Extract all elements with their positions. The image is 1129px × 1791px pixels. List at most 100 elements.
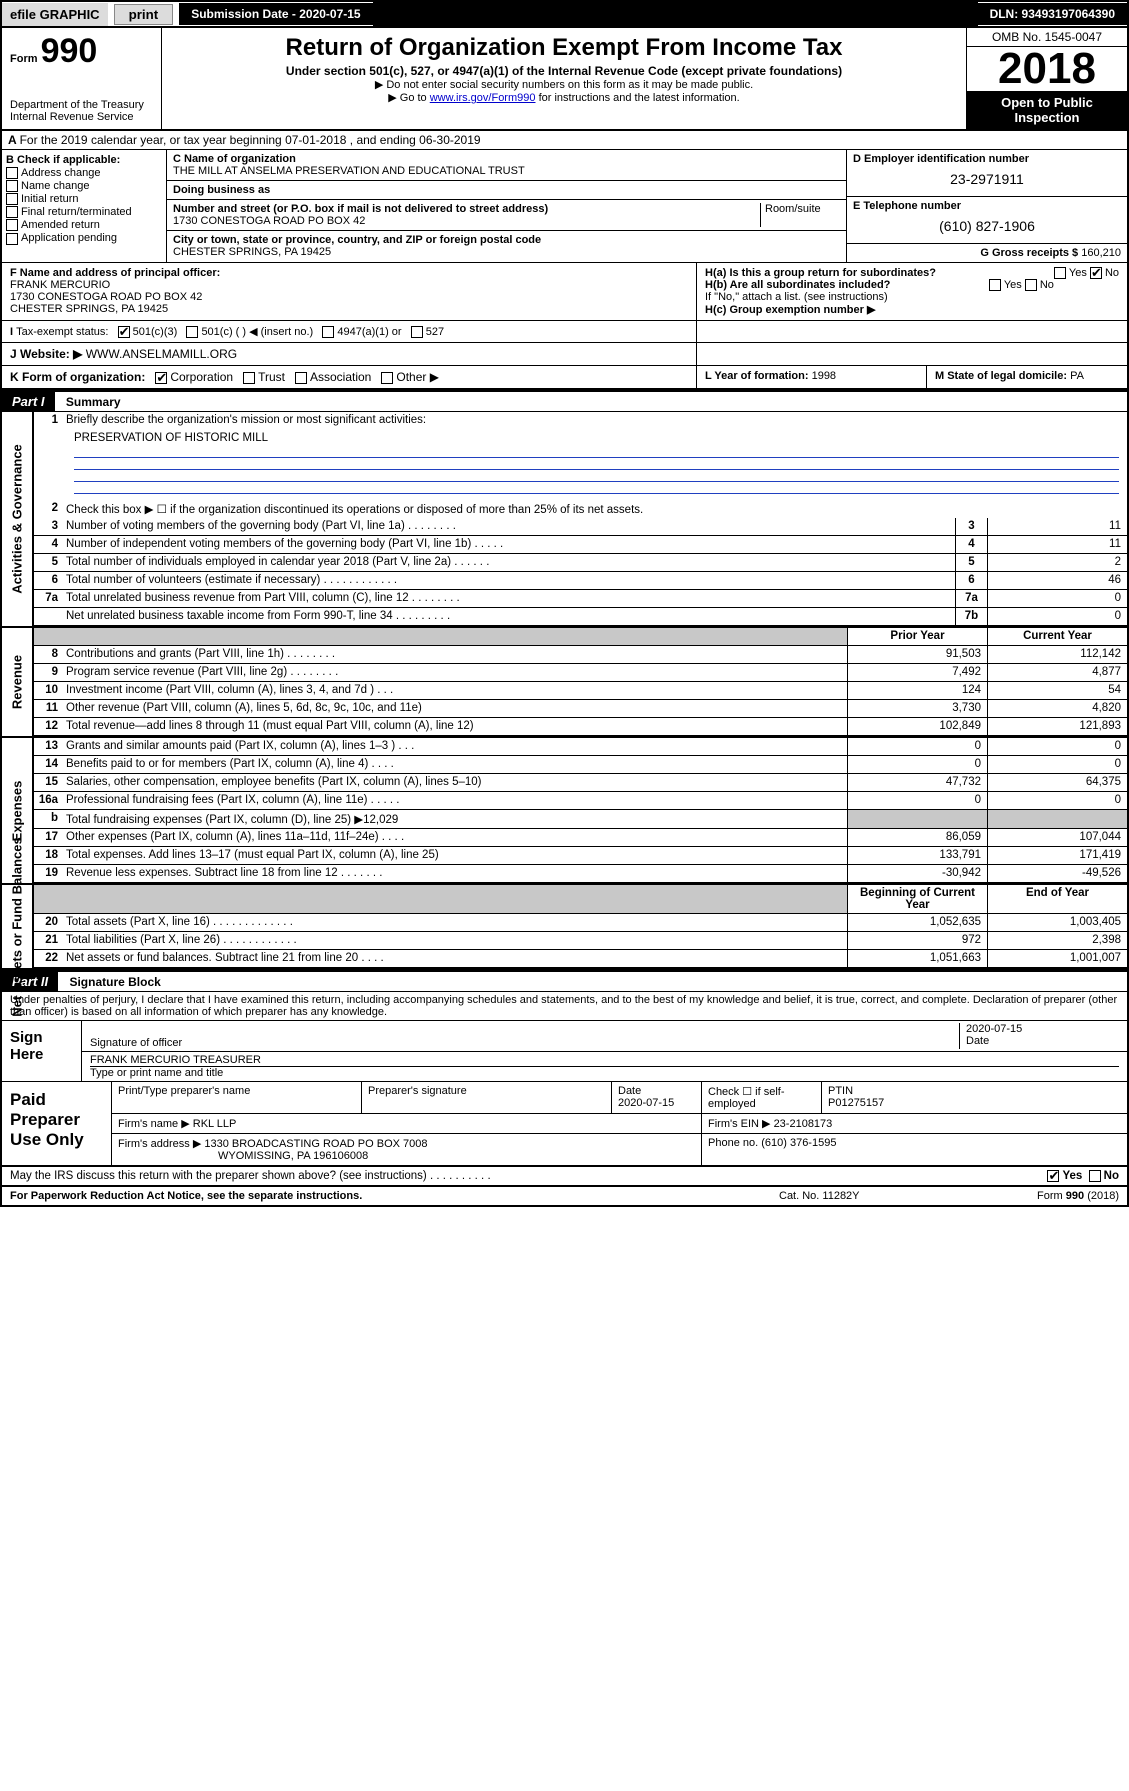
i-option[interactable]: 501(c)(3) [112,326,178,338]
org-name-label: C Name of organization [173,153,296,165]
submission-date: Submission Date - 2020-07-15 [179,3,372,25]
i-option[interactable]: 4947(a)(1) or [313,326,401,338]
gov-vlabel: Activities & Governance [10,444,25,594]
discuss-label: May the IRS discuss this return with the… [10,1170,1047,1182]
b-option[interactable]: Initial return [6,193,162,205]
bal-section: Net Assets or Fund Balances Beginning of… [2,885,1127,970]
phone-label: E Telephone number [853,200,961,212]
part2-title: Signature Block [61,975,160,989]
tax-year-range: For the 2019 calendar year, or tax year … [20,133,481,147]
summary-line: 14Benefits paid to or for members (Part … [34,756,1127,774]
b-option[interactable]: Amended return [6,219,162,231]
section-b: B Check if applicable: Address changeNam… [2,150,167,262]
summary-line: 19Revenue less expenses. Subtract line 1… [34,865,1127,883]
officer-addr1: 1730 CONESTOGA ROAD PO BOX 42 [10,291,202,303]
b-option[interactable]: Final return/terminated [6,206,162,218]
date-label: Date [966,1035,1119,1047]
efile-label: efile GRAPHIC [2,3,108,26]
no-label: No [1040,279,1054,291]
bal-vlabel: Net Assets or Fund Balances [10,837,25,1016]
note2-post: for instructions and the latest informat… [539,92,740,104]
form-number: 990 [41,32,98,70]
discuss-yes-checkbox[interactable] [1047,1170,1059,1182]
i-option[interactable]: 527 [402,326,445,338]
prep-sig-hdr: Preparer's signature [362,1082,612,1113]
tax-exempt-label: Tax-exempt status: [16,326,108,338]
instructions-link[interactable]: www.irs.gov/Form990 [430,92,536,104]
firm-name: RKL LLP [193,1118,237,1130]
blueline [74,458,1119,470]
b-option[interactable]: Address change [6,167,162,179]
b-label: B Check if applicable: [6,154,162,166]
rev-vlabel: Revenue [10,655,25,709]
part1-label: Part I [2,392,55,411]
firm-addr-label: Firm's address ▶ [118,1138,201,1150]
summary-line: 21Total liabilities (Part X, line 26) . … [34,932,1127,950]
street-address: 1730 CONESTOGA ROAD PO BOX 42 [173,215,365,227]
ptin-hdr: PTIN [828,1085,853,1097]
print-button[interactable]: print [114,4,174,25]
ein-label: D Employer identification number [853,153,1029,165]
rev-section: Revenue Prior Year Current Year 8Contrib… [2,628,1127,738]
section-fh: F Name and address of principal officer:… [2,263,1127,321]
ein-value: 23-2971911 [853,165,1121,193]
prep-date-hdr: Date [618,1085,641,1097]
q1: Briefly describe the organization's miss… [62,412,1127,430]
k-option[interactable]: Association [285,370,371,384]
k-label: K Form of organization: [10,370,145,384]
section-deg: D Employer identification number 23-2971… [847,150,1127,262]
hb-label: H(b) Are all subordinates included? [705,279,890,291]
k-option[interactable]: Trust [233,370,285,384]
firm-phone: (610) 376-1595 [761,1137,836,1149]
hb-yes-checkbox[interactable] [989,279,1001,291]
blueline [74,482,1119,494]
summary-line: 16aProfessional fundraising fees (Part I… [34,792,1127,810]
yes-label: Yes [1069,267,1087,279]
paid-preparer-label: Paid Preparer Use Only [2,1082,112,1165]
ha-yes-checkbox[interactable] [1054,267,1066,279]
form-header: Form 990 Department of the Treasury Inte… [2,28,1127,131]
sig-of-officer-label: Signature of officer [90,1037,959,1049]
city-state-zip: CHESTER SPRINGS, PA 19425 [173,246,331,258]
i-option[interactable]: 501(c) ( ) ◀ (insert no.) [177,326,313,338]
firm-addr: 1330 BROADCASTING ROAD PO BOX 7008 [204,1138,427,1150]
summary-line: 13Grants and similar amounts paid (Part … [34,738,1127,756]
b-option[interactable]: Name change [6,180,162,192]
summary-line: 8Contributions and grants (Part VIII, li… [34,646,1127,664]
l-label: L Year of formation: [705,370,809,382]
gross-receipts-value: 160,210 [1081,247,1121,259]
topbar: efile GRAPHIC print Submission Date - 20… [2,2,1127,28]
k-option[interactable]: Corporation [149,370,233,384]
b-option[interactable]: Application pending [6,232,162,244]
summary-line: 10Investment income (Part VIII, column (… [34,682,1127,700]
current-year-hdr: Current Year [987,628,1127,645]
discuss-row: May the IRS discuss this return with the… [2,1167,1127,1187]
form-ref: Form 990 (2018) [1037,1190,1119,1202]
blueline [74,470,1119,482]
gross-receipts-label: G Gross receipts $ [980,247,1078,259]
form-label: Form [10,53,38,65]
org-name: THE MILL AT ANSELMA PRESERVATION AND EDU… [173,165,525,177]
ha-no-checkbox[interactable] [1090,267,1102,279]
section-j: J Website: ▶ WWW.ANSELMAMILL.ORG [2,343,1127,366]
summary-line: 6Total number of volunteers (estimate if… [34,572,1127,590]
city-label: City or town, state or province, country… [173,234,541,246]
note2-pre: ▶ Go to [388,92,429,104]
tax-year: 2018 [967,47,1127,91]
officer-label: F Name and address of principal officer: [10,267,220,279]
hb-no-checkbox[interactable] [1025,279,1037,291]
self-employed-check: Check ☐ if self-employed [702,1082,822,1113]
part1-header: Part I Summary [2,390,1127,412]
open-public: Open to Public Inspection [967,91,1127,129]
k-option[interactable]: Other ▶ [371,370,439,384]
no-label: No [1105,267,1119,279]
part1-title: Summary [58,395,121,409]
summary-line: 11Other revenue (Part VIII, column (A), … [34,700,1127,718]
form-subtitle: Under section 501(c), 527, or 4947(a)(1)… [170,64,958,78]
summary-line: 20Total assets (Part X, line 16) . . . .… [34,914,1127,932]
end-year-hdr: End of Year [987,885,1127,913]
discuss-no-checkbox[interactable] [1089,1170,1101,1182]
section-a: A For the 2019 calendar year, or tax yea… [2,131,1127,150]
summary-line: Net unrelated business taxable income fr… [34,608,1127,626]
website-label: Website: ▶ [20,347,82,361]
